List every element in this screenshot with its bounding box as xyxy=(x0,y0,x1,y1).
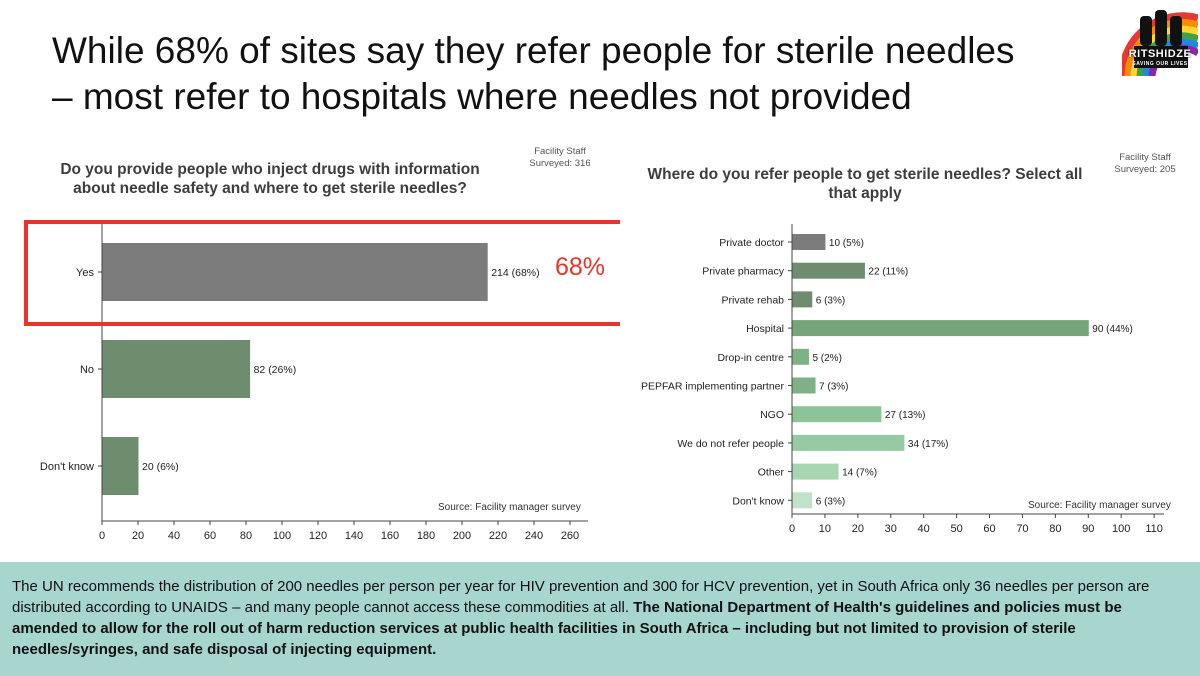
right-chart-category-label: Hospital xyxy=(746,323,784,335)
right-chart-category-label: PEPFAR implementing partner xyxy=(641,381,784,393)
right-chart-data-label: 90 (44%) xyxy=(1092,324,1133,335)
left-chart-note: Facility Staff Surveyed: 316 xyxy=(515,146,605,170)
right-chart-title: Where do you refer people to get sterile… xyxy=(630,165,1100,203)
left-chart-x-tick-label: 180 xyxy=(417,530,435,542)
right-chart-data-label: 22 (11%) xyxy=(868,267,908,278)
left-chart-x-tick-label: 0 xyxy=(99,530,105,542)
right-chart-bar xyxy=(792,234,826,250)
right-chart-bar xyxy=(792,463,839,480)
left-chart-data-label: 82 (26%) xyxy=(254,364,297,376)
left-chart-x-tick-label: 40 xyxy=(168,530,180,542)
right-chart-x-tick-label: 80 xyxy=(1049,523,1061,535)
highlight-label: 68% xyxy=(555,253,606,281)
left-chart-highlight-box xyxy=(24,220,620,326)
right-chart-bar xyxy=(792,434,905,451)
left-chart-x-tick-label: 220 xyxy=(489,530,507,542)
right-chart-data-label: 7 (3%) xyxy=(819,382,848,393)
left-chart-bar xyxy=(102,340,251,398)
right-chart-x-tick-label: 90 xyxy=(1082,523,1094,535)
slide-title-line-2: – most refer to hospitals where needles … xyxy=(52,76,912,117)
right-chart-data-label: 34 (17%) xyxy=(908,439,949,450)
right-chart-data-label: 6 (3%) xyxy=(816,295,845,306)
left-chart-x-tick-label: 140 xyxy=(345,530,363,542)
left-chart-note-line-1: Facility Staff xyxy=(534,146,586,157)
right-chart-data-label: 6 (3%) xyxy=(816,496,845,507)
left-chart-x-tick-label: 120 xyxy=(309,530,327,542)
left-chart-x-tick-label: 60 xyxy=(204,530,216,542)
right-chart-data-label: 5 (2%) xyxy=(812,353,841,364)
right-chart-note: Facility Staff Surveyed: 205 xyxy=(1100,152,1190,176)
left-chart-category-label: Yes xyxy=(76,267,94,279)
footer-bold-text: The National Department of Health's guid… xyxy=(12,599,1122,658)
left-chart-source: Source: Facility manager survey xyxy=(438,502,581,513)
right-chart-category-label: NGO xyxy=(760,409,784,421)
right-chart-category-label: Private doctor xyxy=(719,237,784,249)
right-chart-category-label: Don't know xyxy=(732,495,784,507)
left-chart-title-line-2: about needle safety and where to get ste… xyxy=(73,180,467,197)
logo-subtext: SAVING OUR LIVES xyxy=(1132,61,1188,67)
left-chart-bar xyxy=(102,243,488,301)
right-chart-x-tick-label: 60 xyxy=(983,523,995,535)
right-chart-category-label: Drop-in centre xyxy=(717,352,784,364)
left-chart-category-label: Don't know xyxy=(40,461,94,473)
right-chart-x-tick-label: 50 xyxy=(950,523,962,535)
right-chart-bar xyxy=(792,262,865,279)
slide-title: While 68% of sites say they refer people… xyxy=(52,28,1112,120)
right-chart-x-tick-label: 0 xyxy=(789,523,795,535)
right-chart-x-tick-label: 70 xyxy=(1016,523,1028,535)
left-chart-data-label: 214 (68%) xyxy=(491,267,539,279)
left-chart-x-tick-label: 80 xyxy=(240,530,252,542)
left-chart-x-tick-label: 100 xyxy=(273,530,291,542)
footer-banner: The UN recommends the distribution of 20… xyxy=(0,562,1200,676)
left-chart-title-line-1: Do you provide people who inject drugs w… xyxy=(60,161,480,178)
right-chart-note-line-1: Facility Staff xyxy=(1119,152,1171,163)
left-chart-data-label: 20 (6%) xyxy=(142,461,179,473)
rainbow-fists-icon xyxy=(1122,2,1198,76)
left-chart-x-tick-label: 20 xyxy=(132,530,144,542)
right-chart-category-label: Other xyxy=(758,467,785,479)
left-chart-x-tick-label: 200 xyxy=(453,530,471,542)
footer-plain-text: The UN recommends the distribution of 20… xyxy=(12,578,1150,616)
left-bar-chart: 0 20 40 60 80 100 120 140 160 180 200 220 240 260 Yes 2… xyxy=(24,220,620,542)
right-chart-title-line-1: Where do you refer people to get sterile… xyxy=(647,166,1083,183)
left-chart-x-tick-label: 260 xyxy=(561,530,579,542)
right-chart-category-label: We do not refer people xyxy=(677,438,784,450)
right-chart-data-label: 27 (13%) xyxy=(885,410,926,421)
left-chart-category-label: No xyxy=(80,364,94,376)
right-chart-bar xyxy=(792,291,813,308)
right-chart-bar xyxy=(792,348,809,365)
right-chart-bar xyxy=(792,320,1089,337)
logo-text: RITSHIDZE xyxy=(1128,48,1192,60)
right-chart-x-tick-label: 40 xyxy=(918,523,930,535)
right-chart-category-label: Private rehab xyxy=(722,294,785,306)
left-chart-note-line-2: Surveyed: 316 xyxy=(529,158,591,169)
right-chart-x-tick-label: 100 xyxy=(1112,523,1130,535)
right-bar-chart: 0 10 20 30 40 50 60 70 80 90 100 110 Private doctor 1… xyxy=(641,224,1164,535)
right-chart-x-tick-label: 20 xyxy=(852,523,864,535)
left-chart-x-tick-label: 240 xyxy=(525,530,543,542)
right-chart-note-line-2: Surveyed: 205 xyxy=(1114,164,1176,175)
right-chart-bar xyxy=(792,406,882,423)
right-chart-category-label: Private pharmacy xyxy=(702,266,784,278)
left-chart-title: Do you provide people who inject drugs w… xyxy=(30,160,510,198)
slide-title-line-1: While 68% of sites say they refer people… xyxy=(52,30,1015,71)
footer-text: The UN recommends the distribution of 20… xyxy=(12,576,1188,660)
right-chart-bar xyxy=(792,492,813,509)
right-chart-x-tick-label: 30 xyxy=(885,523,897,535)
right-chart-data-label: 14 (7%) xyxy=(842,468,877,479)
right-chart-x-tick-label: 10 xyxy=(819,523,831,535)
right-chart-data-label: 10 (5%) xyxy=(829,238,864,249)
left-chart-bar xyxy=(102,437,139,495)
right-chart-bar xyxy=(792,377,816,394)
ritshidze-logo: RITSHIDZE SAVING OUR LIVES xyxy=(1122,2,1198,76)
right-chart-source: Source: Facility manager survey xyxy=(1028,500,1171,511)
right-chart-x-tick-label: 110 xyxy=(1145,523,1163,535)
left-chart-x-tick-label: 160 xyxy=(381,530,399,542)
right-chart-title-line-2: that apply xyxy=(828,185,902,202)
